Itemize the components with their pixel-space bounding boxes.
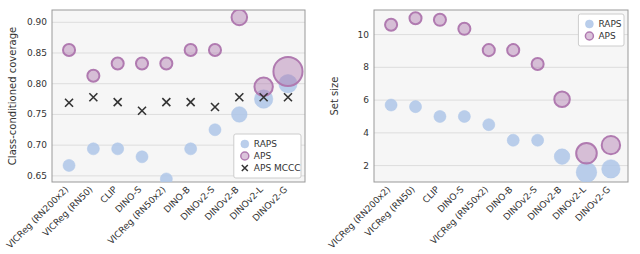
x-tick-label: VICReg (RN50x2) bbox=[428, 184, 490, 246]
bubble bbox=[576, 162, 597, 182]
legend-label: APS bbox=[254, 151, 272, 161]
x-marker bbox=[187, 98, 195, 106]
bubble bbox=[160, 173, 172, 182]
y-tick-label: 10 bbox=[358, 30, 370, 40]
legend-label: APS bbox=[598, 31, 616, 41]
x-marker bbox=[114, 98, 122, 106]
legend-label: RAPS bbox=[598, 19, 621, 29]
bubble bbox=[209, 44, 221, 56]
grid-line bbox=[52, 114, 305, 115]
x-marker bbox=[65, 99, 73, 107]
marks bbox=[63, 10, 303, 182]
plot-frame bbox=[374, 10, 628, 182]
grid-line bbox=[374, 100, 628, 101]
grid-line bbox=[52, 53, 305, 54]
panel: 246810Set sizeVICReg (RN200x2)VICReg (RN… bbox=[327, 10, 628, 250]
bubble bbox=[602, 136, 620, 154]
y-tick-label: 6 bbox=[363, 95, 369, 105]
bubble bbox=[87, 143, 99, 155]
x-marker bbox=[211, 103, 219, 111]
x-marker bbox=[235, 93, 243, 101]
bubble bbox=[273, 57, 302, 86]
legend-swatch bbox=[241, 152, 249, 160]
y-tick-label: 0.90 bbox=[27, 17, 47, 27]
bubble bbox=[483, 119, 495, 131]
legend-swatch bbox=[241, 140, 249, 148]
legend-label: APS MCCC bbox=[254, 163, 301, 173]
bubble bbox=[507, 44, 519, 56]
x-tick-label: CLIP bbox=[98, 184, 119, 205]
plot-area bbox=[52, 10, 305, 182]
bubble bbox=[409, 101, 421, 113]
legend-box bbox=[578, 14, 624, 46]
grid-line bbox=[374, 67, 628, 68]
bubble bbox=[136, 57, 148, 69]
bubble bbox=[209, 124, 221, 136]
chart-root: 0.65 0.70 0.75 0.80 0.85 0.90 Class-conditione… bbox=[0, 0, 640, 254]
bubble bbox=[385, 99, 397, 111]
bubble bbox=[554, 149, 570, 165]
x-tick-label: DINOv2-G bbox=[573, 184, 612, 223]
bubble bbox=[532, 134, 544, 146]
bubble bbox=[63, 44, 75, 56]
bubble bbox=[507, 134, 519, 146]
y-axis-label: Class-conditioned coverage bbox=[7, 27, 18, 165]
bubble bbox=[87, 70, 99, 82]
legend-swatch bbox=[585, 20, 593, 28]
x-marker bbox=[260, 93, 268, 101]
legend-swatch bbox=[242, 165, 248, 171]
bubble bbox=[112, 57, 124, 69]
x-tick-label: VICReg (RN50) bbox=[41, 184, 95, 238]
x-tick-label: VICReg (RN50x2) bbox=[106, 184, 168, 246]
x-marker bbox=[89, 93, 97, 101]
legend-label: RAPS bbox=[254, 139, 277, 149]
bubble bbox=[385, 19, 397, 31]
x-marker bbox=[284, 93, 292, 101]
x-tick-label: DINOv2-G bbox=[250, 184, 289, 223]
bubble bbox=[232, 107, 248, 123]
x-tick-label: CLIP bbox=[421, 184, 442, 205]
bubble bbox=[232, 10, 248, 25]
bubble bbox=[602, 160, 620, 178]
bubble bbox=[576, 143, 597, 164]
bubble bbox=[185, 44, 197, 56]
legend-box bbox=[234, 134, 301, 178]
bubble bbox=[254, 78, 272, 96]
legend: RAPS APS bbox=[578, 14, 624, 46]
y-tick-label: 8 bbox=[363, 62, 369, 72]
bubble bbox=[458, 23, 470, 35]
y-tick-label: 2 bbox=[363, 161, 369, 171]
panel: 0.65 0.70 0.75 0.80 0.85 0.90 Class-conditione… bbox=[4, 10, 305, 251]
bubble bbox=[554, 91, 570, 107]
y-axis-label: Set size bbox=[329, 77, 340, 116]
bubble bbox=[532, 58, 544, 70]
bubble bbox=[185, 143, 197, 155]
bubble bbox=[63, 159, 75, 171]
plot-frame bbox=[52, 10, 305, 182]
y-tick-label: 4 bbox=[363, 128, 369, 138]
grid-line bbox=[374, 132, 628, 133]
y-tick-label: 0.80 bbox=[27, 79, 47, 89]
x-marker bbox=[138, 107, 146, 115]
x-marker bbox=[162, 98, 170, 106]
bubble bbox=[409, 12, 421, 24]
y-tick-label: 0.85 bbox=[27, 48, 47, 58]
bubble bbox=[434, 110, 446, 122]
bubble bbox=[160, 57, 172, 69]
legend-swatch bbox=[585, 32, 593, 40]
y-tick-label: 0.75 bbox=[27, 109, 47, 119]
bubble bbox=[136, 151, 148, 163]
y-tick-label: 0.70 bbox=[27, 140, 47, 150]
bubble bbox=[434, 14, 446, 26]
bubble bbox=[458, 110, 470, 122]
grid-line bbox=[52, 22, 305, 23]
bubble bbox=[483, 44, 495, 56]
x-tick-label: VICReg (RN50) bbox=[363, 184, 417, 238]
legend: RAPS APS APS MCCC bbox=[234, 134, 301, 178]
bubble bbox=[112, 143, 124, 155]
plot-area bbox=[374, 10, 628, 182]
y-tick-label: 0.65 bbox=[27, 171, 47, 181]
